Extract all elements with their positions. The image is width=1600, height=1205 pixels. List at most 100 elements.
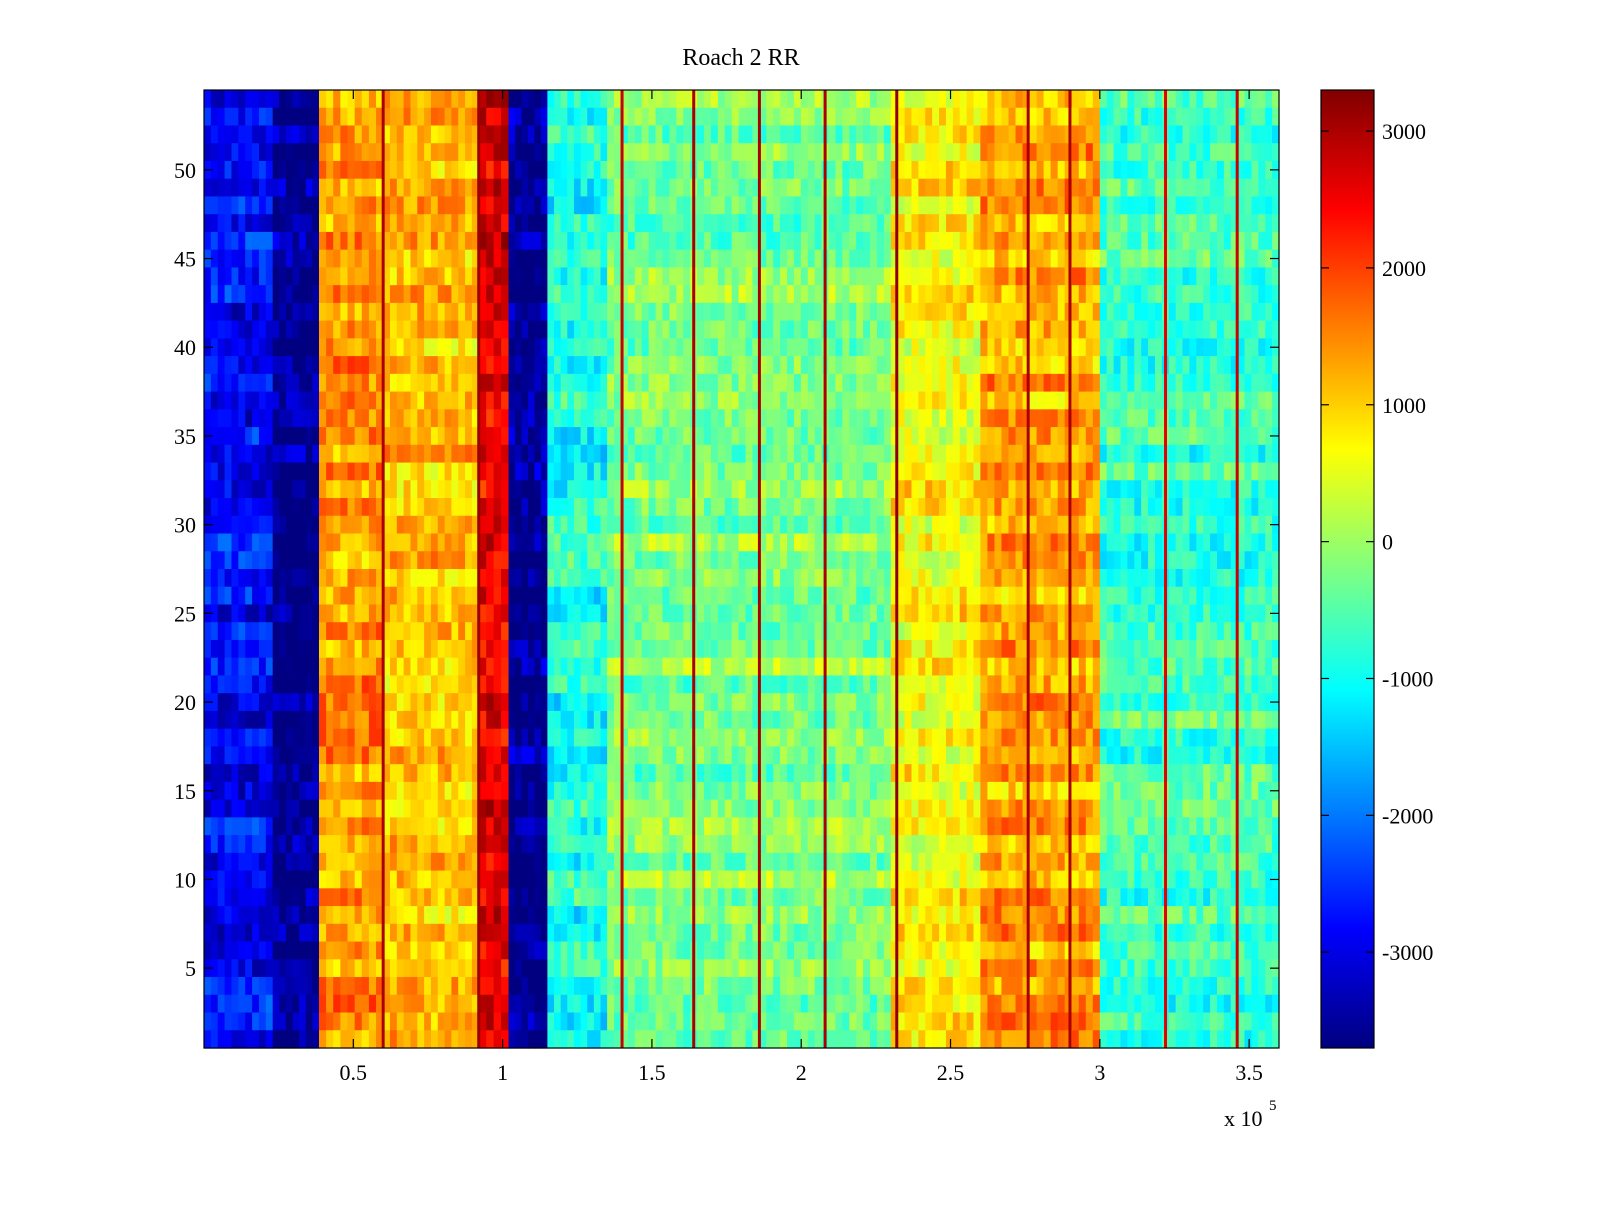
heatmap-cell bbox=[540, 391, 548, 410]
heatmap-cell bbox=[856, 569, 864, 588]
heatmap-cell bbox=[376, 764, 384, 783]
heatmap-cell bbox=[389, 302, 398, 322]
heatmap-cell bbox=[534, 196, 542, 215]
heatmap-cell bbox=[773, 817, 781, 836]
heatmap-cell bbox=[252, 604, 260, 623]
heatmap-cell bbox=[573, 586, 582, 606]
heatmap-cell bbox=[444, 338, 453, 357]
heatmap-cell bbox=[814, 125, 823, 144]
heatmap-cell bbox=[312, 178, 320, 198]
heatmap-cell bbox=[265, 498, 274, 517]
heatmap-cell bbox=[655, 693, 664, 712]
heatmap-cell bbox=[567, 977, 575, 996]
heatmap-cell bbox=[501, 160, 510, 180]
heatmap-cell bbox=[265, 143, 274, 162]
heatmap-cell bbox=[676, 551, 684, 570]
heatmap-cell bbox=[745, 391, 754, 410]
heatmap-cell bbox=[662, 160, 670, 180]
heatmap-cell bbox=[883, 710, 892, 730]
heatmap-cell bbox=[560, 569, 568, 588]
heatmap-cell bbox=[807, 391, 816, 410]
heatmap-cell bbox=[738, 231, 747, 251]
heatmap-cell bbox=[554, 781, 562, 801]
heatmap-cell bbox=[458, 781, 466, 801]
heatmap-cell bbox=[508, 462, 516, 481]
heatmap-cell bbox=[780, 675, 788, 694]
heatmap-cell bbox=[204, 480, 212, 499]
heatmap-cell bbox=[389, 498, 398, 517]
heatmap-cell bbox=[305, 604, 313, 623]
heatmap-cell bbox=[501, 781, 510, 801]
heatmap-cell bbox=[210, 1030, 219, 1049]
heatmap-cell bbox=[780, 586, 788, 606]
heatmap-cell bbox=[508, 639, 516, 659]
heatmap-cell bbox=[417, 746, 425, 765]
heatmap-cell bbox=[389, 409, 398, 428]
heatmap-cell bbox=[724, 639, 733, 659]
heatmap-cell bbox=[252, 852, 260, 872]
heatmap-cell bbox=[780, 639, 788, 659]
heatmap-cell bbox=[627, 302, 636, 322]
heatmap-cell bbox=[508, 515, 516, 535]
heatmap-cell bbox=[717, 657, 726, 677]
heatmap-cell bbox=[540, 480, 548, 499]
heatmap-cell bbox=[383, 143, 391, 162]
heatmap-cell bbox=[437, 249, 446, 269]
heatmap-cell bbox=[458, 196, 466, 215]
heatmap-cell bbox=[710, 533, 719, 552]
heatmap-cell bbox=[465, 941, 473, 960]
heatmap-cell bbox=[217, 143, 226, 162]
heatmap-cell bbox=[710, 835, 719, 854]
heatmap-cell bbox=[210, 870, 219, 889]
heatmap-cell bbox=[368, 586, 377, 606]
heatmap-cell bbox=[807, 799, 816, 818]
heatmap-cell bbox=[486, 480, 495, 499]
heatmap-cell bbox=[312, 817, 320, 836]
heatmap-cell bbox=[279, 710, 287, 730]
heatmap-cell bbox=[627, 746, 636, 765]
heatmap-cell bbox=[842, 533, 850, 552]
heatmap-cell bbox=[471, 444, 480, 464]
heatmap-cell bbox=[417, 604, 425, 623]
heatmap-cell bbox=[521, 231, 529, 251]
heatmap-cell bbox=[567, 178, 575, 198]
heatmap-cell bbox=[333, 657, 341, 677]
heatmap-cell bbox=[828, 515, 837, 535]
heatmap-cell bbox=[669, 160, 677, 180]
heatmap-cell bbox=[238, 373, 246, 393]
heatmap-cell bbox=[554, 409, 562, 428]
heatmap-cell bbox=[305, 906, 313, 925]
heatmap-cell bbox=[501, 1030, 510, 1049]
heatmap-cell bbox=[486, 427, 495, 446]
heatmap-cell bbox=[508, 941, 516, 960]
heatmap-cell bbox=[745, 409, 754, 428]
heatmap-cell bbox=[340, 107, 349, 127]
heatmap-cell bbox=[305, 160, 313, 180]
heatmap-cell bbox=[807, 125, 816, 144]
heatmap-cell bbox=[710, 320, 719, 339]
heatmap-cell bbox=[607, 533, 615, 552]
heatmap-cell bbox=[265, 906, 274, 925]
heatmap-cell bbox=[607, 622, 615, 641]
heatmap-cell bbox=[634, 622, 643, 641]
heatmap-cell bbox=[787, 285, 795, 304]
heatmap-cell bbox=[231, 160, 239, 180]
heatmap-cell bbox=[554, 675, 562, 694]
heatmap-cell bbox=[252, 480, 260, 499]
heatmap-cell bbox=[217, 693, 226, 712]
heatmap-cell bbox=[245, 498, 253, 517]
heatmap-cell bbox=[383, 959, 391, 978]
heatmap-cell bbox=[697, 764, 705, 783]
heatmap-cell bbox=[600, 781, 608, 801]
heatmap-cell bbox=[883, 817, 892, 836]
heatmap-cell bbox=[787, 356, 795, 375]
heatmap-cell bbox=[752, 143, 760, 162]
heatmap-cell bbox=[662, 586, 670, 606]
heatmap-cell bbox=[354, 569, 363, 588]
heatmap-cell bbox=[587, 604, 595, 623]
heatmap-cell bbox=[752, 196, 760, 215]
heatmap-cell bbox=[326, 160, 334, 180]
heatmap-cell bbox=[210, 764, 219, 783]
heatmap-cell bbox=[703, 302, 712, 322]
heatmap-cell bbox=[383, 657, 391, 677]
